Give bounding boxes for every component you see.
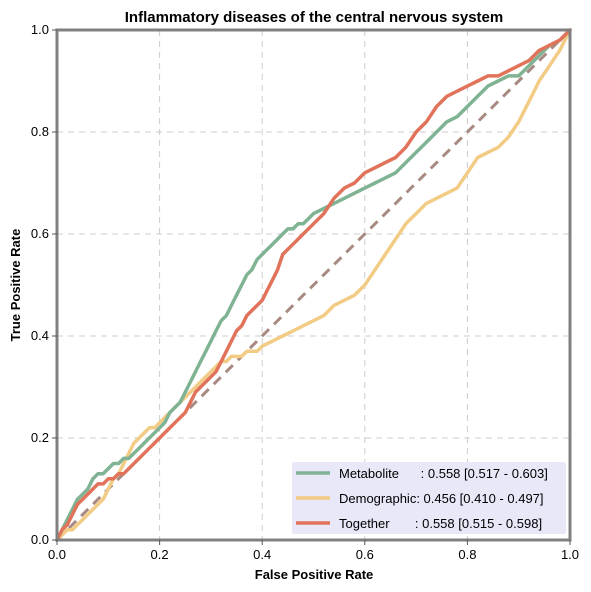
- legend-label-demographic: Demographic: 0.456 [0.410 - 0.497]: [339, 491, 544, 506]
- x-tick-label: 0.8: [458, 547, 476, 562]
- y-axis-label: True Positive Rate: [8, 229, 23, 342]
- legend: Metabolite : 0.558 [0.517 - 0.603] Demogr…: [292, 462, 566, 534]
- x-tick-label: 0.4: [253, 547, 271, 562]
- y-tick-label: 0.8: [31, 124, 49, 139]
- legend-label-metabolite: Metabolite : 0.558 [0.517 - 0.603]: [339, 466, 548, 481]
- x-tick-label: 0.2: [151, 547, 169, 562]
- y-tick-label: 0.4: [31, 328, 49, 343]
- y-tick-label: 0.0: [31, 532, 49, 547]
- y-tick-label: 0.2: [31, 430, 49, 445]
- legend-label-together: Together : 0.558 [0.515 - 0.598]: [339, 516, 542, 531]
- y-tick-label: 0.6: [31, 226, 49, 241]
- x-tick-label: 0.6: [356, 547, 374, 562]
- x-axis-label: False Positive Rate: [255, 567, 374, 582]
- x-tick-label: 0.0: [48, 547, 66, 562]
- x-tick-label: 1.0: [561, 547, 579, 562]
- y-tick-label: 1.0: [31, 22, 49, 37]
- chart-title: Inflammatory diseases of the central ner…: [125, 9, 503, 26]
